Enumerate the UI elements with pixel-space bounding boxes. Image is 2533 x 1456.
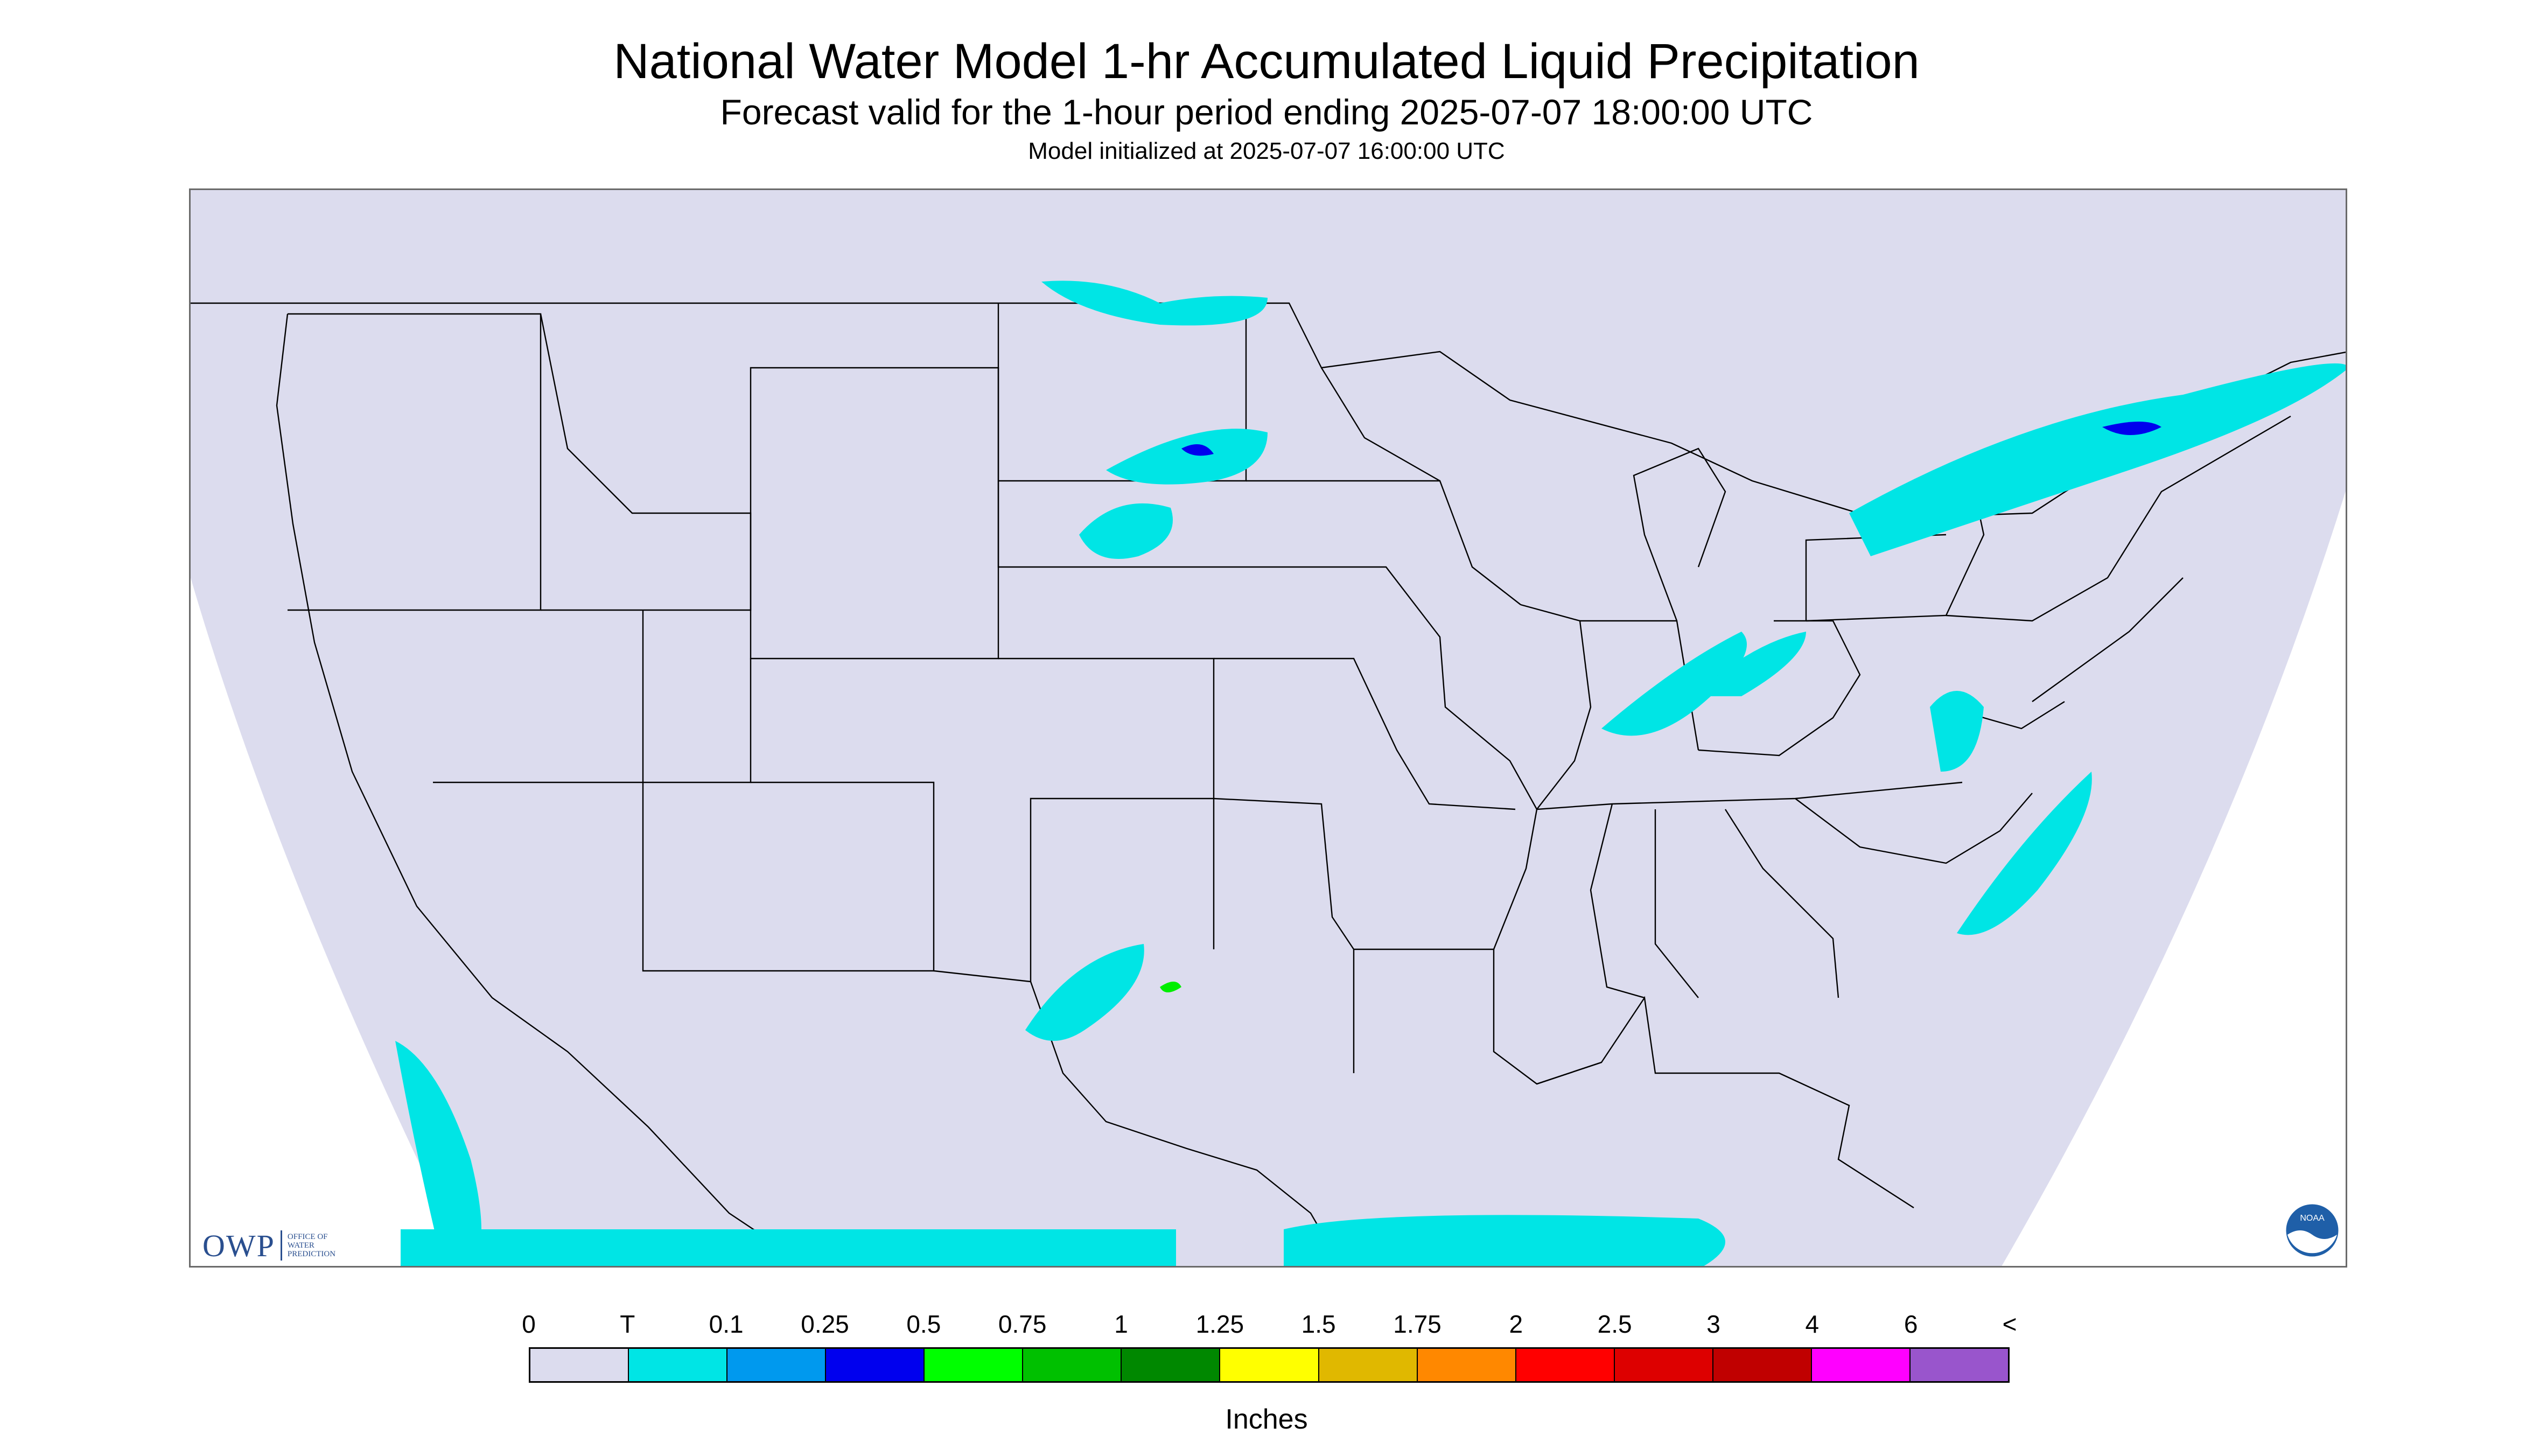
- legend-swatch: [1811, 1349, 1911, 1381]
- owp-logo-text: OWP: [202, 1228, 275, 1263]
- legend-swatch: [1516, 1349, 1615, 1381]
- precipitation-areas: [395, 281, 2346, 1266]
- legend-tick-label: 1.25: [1195, 1310, 1244, 1338]
- precipitation-map: [191, 190, 2346, 1266]
- legend-units: Inches: [1225, 1404, 1308, 1435]
- legend-tick-label: <: [2002, 1310, 2017, 1338]
- legend-swatch: [1023, 1349, 1122, 1381]
- owp-logo: OWP OFFICE OF WATER PREDICTION: [202, 1228, 335, 1263]
- map-subtitle: Forecast valid for the 1-hour period end…: [720, 92, 1813, 132]
- legend-swatch: [1122, 1349, 1221, 1381]
- map-title: National Water Model 1-hr Accumulated Li…: [613, 34, 1920, 89]
- legend-swatch: [925, 1349, 1024, 1381]
- owp-logo-divider: [280, 1230, 282, 1261]
- legend-tick-label: 0: [522, 1310, 536, 1338]
- legend-swatch: [826, 1349, 925, 1381]
- legend-tick-label: 6: [1904, 1310, 1918, 1338]
- legend-color-bar: [529, 1347, 2010, 1383]
- noaa-logo: NOAA: [2284, 1202, 2340, 1258]
- owp-sub-line: WATER: [287, 1241, 314, 1250]
- state-borders: [191, 302, 2346, 1266]
- map-frame: OWP OFFICE OF WATER PREDICTION NOAA: [189, 188, 2347, 1268]
- legend-tick-label: T: [620, 1310, 635, 1338]
- legend-swatch: [1910, 1349, 2008, 1381]
- legend-tick-label: 1.5: [1301, 1310, 1336, 1338]
- legend-tick-label: 1: [1114, 1310, 1128, 1338]
- legend-labels: 0 T 0.1 0.25 0.5 0.75 1 1.25 1.5 1.75 2 …: [522, 1310, 2017, 1342]
- owp-sub-line: OFFICE OF: [287, 1233, 328, 1241]
- legend-tick-label: 0.1: [709, 1310, 744, 1338]
- owp-sub-line: PREDICTION: [287, 1250, 336, 1258]
- legend-swatch: [1614, 1349, 1713, 1381]
- noaa-logo-text: NOAA: [2300, 1214, 2325, 1223]
- legend-tick-label: 4: [1805, 1310, 1820, 1338]
- legend-swatch: [530, 1349, 629, 1381]
- legend-tick-label: 0.5: [906, 1310, 941, 1338]
- legend-swatch: [1319, 1349, 1418, 1381]
- model-init-time: Model initialized at 2025-07-07 16:00:00…: [1028, 138, 1505, 164]
- legend-tick-label: 2.5: [1597, 1310, 1632, 1338]
- legend-swatch: [727, 1349, 827, 1381]
- legend-swatch: [1220, 1349, 1319, 1381]
- legend-tick-label: 1.75: [1393, 1310, 1442, 1338]
- legend-swatch: [1417, 1349, 1516, 1381]
- legend-tick-label: 2: [1509, 1310, 1523, 1338]
- legend-tick-label: 0.75: [998, 1310, 1047, 1338]
- model-domain: [191, 190, 2346, 1266]
- owp-logo-subtext: OFFICE OF WATER PREDICTION: [288, 1233, 335, 1258]
- legend-swatch: [1713, 1349, 1812, 1381]
- precipitation-legend: 0 T 0.1 0.25 0.5 0.75 1 1.25 1.5 1.75 2 …: [522, 1310, 2017, 1383]
- legend-tick-label: 3: [1706, 1310, 1720, 1338]
- legend-tick-label: 0.25: [801, 1310, 849, 1338]
- legend-swatch: [629, 1349, 728, 1381]
